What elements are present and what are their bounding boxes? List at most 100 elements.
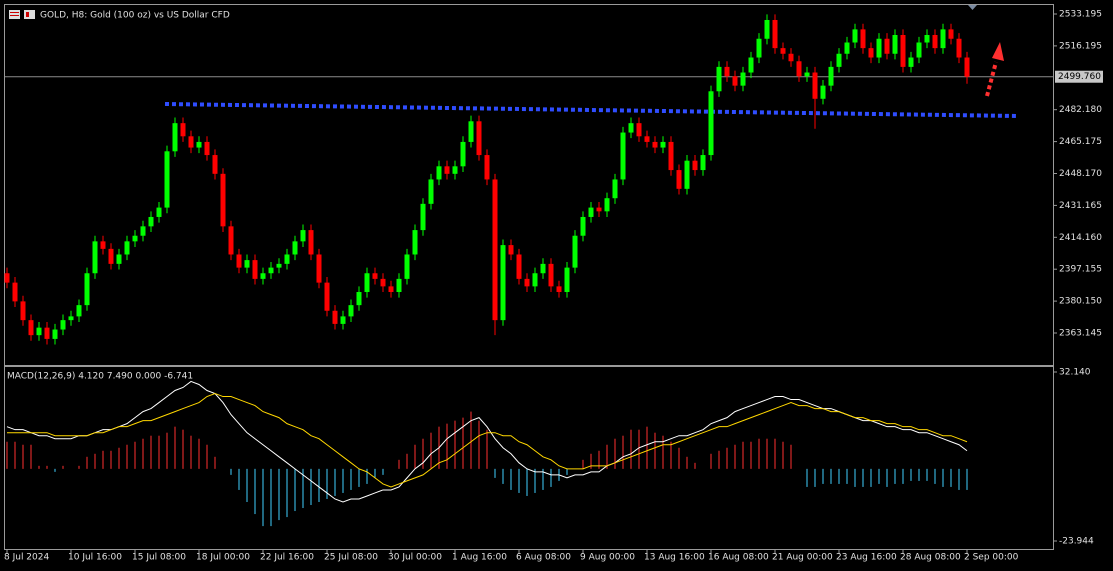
candle-body (636, 123, 642, 137)
y-tick-label: 2397.155 (1059, 265, 1102, 275)
icon (26, 12, 29, 17)
candle-body (44, 327, 50, 339)
macd-histogram-bar (902, 468, 904, 484)
candle-body (396, 278, 402, 293)
macd-histogram-bar (462, 417, 464, 469)
candle-body (404, 254, 410, 279)
macd-histogram-bar (470, 411, 472, 469)
icon (24, 10, 35, 19)
candle-body (484, 155, 490, 180)
candle-body (628, 123, 634, 133)
icon (10, 15, 19, 16)
y-tick-label: 2533.195 (1059, 9, 1102, 19)
candle-body (444, 166, 450, 174)
macd-histogram-bar (662, 435, 664, 469)
candle-body (684, 160, 690, 189)
candle-body (956, 38, 962, 58)
candle-body (916, 42, 922, 58)
macd-histogram-bar (918, 468, 920, 481)
macd-histogram-bar (142, 438, 144, 469)
x-tick-label: 15 Jul 08:00 (132, 553, 186, 563)
macd-histogram-bar (190, 435, 192, 469)
candle-body (300, 230, 306, 242)
candle-body (60, 320, 66, 330)
candle-body (252, 260, 258, 279)
macd-histogram-bar (326, 468, 328, 499)
candle-body (692, 160, 698, 171)
macd-histogram-bar (534, 468, 536, 493)
macd-histogram-bar (86, 456, 88, 469)
macd-histogram-bar (54, 468, 56, 472)
macd-histogram-bar (358, 468, 360, 487)
candle-body (964, 57, 970, 77)
candle-body (740, 72, 746, 86)
macd-histogram-bar (782, 441, 784, 469)
candle-body (676, 170, 682, 189)
macd-histogram-bar (758, 438, 760, 469)
macd-histogram-bar (14, 441, 16, 469)
y-tick-label: 2380.150 (1059, 297, 1102, 307)
macd-histogram-bar (422, 438, 424, 469)
macd-histogram-bar (30, 444, 32, 469)
candle-body (644, 136, 650, 142)
macd-histogram-bar (174, 426, 176, 469)
macd-histogram-bar (182, 429, 184, 469)
icon (9, 10, 20, 19)
candle-body (132, 235, 138, 242)
macd-histogram-bar (62, 465, 64, 469)
y-tick-label: 2414.160 (1059, 233, 1102, 243)
candle-body (764, 19, 770, 39)
macd-histogram-bar (486, 429, 488, 469)
candle-body (564, 267, 570, 293)
macd-histogram-bar (646, 426, 648, 469)
macd-histogram-bar (726, 447, 728, 469)
candle-body (316, 254, 322, 283)
forecast-arrow (985, 61, 998, 97)
macd-histogram-bar (246, 468, 248, 502)
current-price-box (1055, 70, 1103, 83)
macd-histogram-bar (118, 447, 120, 469)
x-tick-label: 9 Aug 00:00 (580, 553, 635, 563)
y-tick-label: 2482.180 (1059, 105, 1102, 115)
macd-histogram-bar (806, 468, 808, 487)
macd-histogram-bar (502, 468, 504, 484)
candle-body (868, 48, 874, 58)
candle-body (388, 286, 394, 293)
candle-body (180, 123, 186, 137)
candle-body (4, 273, 10, 283)
macd-histogram-bar (110, 450, 112, 469)
candle-body (908, 57, 914, 67)
candle-body (588, 207, 594, 217)
candle-body (268, 267, 274, 274)
macd-histogram-bar (950, 468, 952, 487)
price-pane-frame (4, 4, 1054, 366)
candle-body (492, 179, 498, 321)
macd-histogram-bar (94, 453, 96, 469)
macd-histogram-bar (742, 441, 744, 469)
candle-body (700, 155, 706, 171)
x-tick-label: 21 Aug 00:00 (772, 553, 833, 563)
macd-histogram-bar (454, 420, 456, 469)
candle-body (196, 141, 202, 148)
macd-histogram-bar (430, 432, 432, 469)
candle-body (660, 141, 666, 148)
candle-body (548, 263, 554, 287)
candle-body (524, 278, 530, 287)
macd-histogram-bar (886, 468, 888, 487)
macd-histogram-bar (262, 468, 264, 527)
candle-body (460, 141, 466, 167)
symbol-icons (9, 10, 35, 19)
candle-body (372, 273, 378, 279)
macd-histogram-bar (254, 468, 256, 515)
macd-histogram-bar (958, 468, 960, 490)
candle-body (612, 179, 618, 199)
candle-body (884, 38, 890, 54)
candle-body (668, 141, 674, 171)
macd-histogram-bar (318, 468, 320, 502)
macd-histogram-bar (78, 465, 80, 469)
candle-body (828, 66, 834, 86)
candle-body (924, 34, 930, 43)
icon (10, 12, 19, 13)
macd-histogram-bar (334, 468, 336, 496)
